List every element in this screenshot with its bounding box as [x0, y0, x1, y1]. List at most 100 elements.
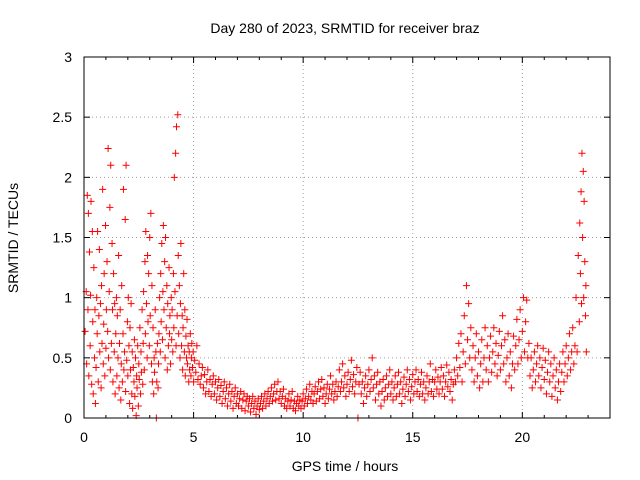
data-point	[112, 294, 120, 302]
data-point	[478, 336, 486, 344]
data-point	[351, 390, 359, 398]
data-point	[167, 294, 175, 302]
data-point	[165, 264, 173, 272]
data-point	[542, 390, 550, 398]
data-point	[528, 384, 536, 392]
data-point	[574, 252, 582, 260]
data-point	[299, 390, 307, 398]
data-point	[95, 312, 103, 320]
data-point	[148, 282, 156, 290]
data-point	[368, 354, 376, 362]
data-point	[361, 384, 369, 392]
data-point	[247, 408, 255, 416]
data-point	[192, 368, 200, 376]
data-point	[222, 384, 230, 392]
data-point	[335, 366, 343, 374]
data-point	[172, 149, 180, 157]
data-point	[168, 336, 176, 344]
data-point	[186, 330, 194, 338]
data-point	[422, 384, 430, 392]
y-tick-label: 1	[64, 290, 72, 306]
data-point	[445, 368, 453, 376]
data-point	[179, 366, 187, 374]
data-point	[157, 318, 165, 326]
data-point	[84, 209, 92, 217]
data-point	[124, 294, 132, 302]
data-point	[86, 342, 94, 350]
data-point	[510, 332, 518, 340]
data-point	[405, 375, 413, 383]
data-point	[513, 315, 521, 323]
data-point	[346, 375, 354, 383]
data-point	[89, 318, 97, 326]
data-point	[527, 354, 535, 362]
data-point	[413, 388, 421, 396]
data-point	[371, 396, 379, 404]
data-point	[470, 378, 478, 386]
data-point	[477, 360, 485, 368]
data-point	[378, 388, 386, 396]
data-point	[135, 375, 143, 383]
data-point	[160, 306, 168, 314]
data-point	[141, 258, 149, 266]
data-point	[112, 330, 120, 338]
data-point	[465, 300, 473, 308]
data-point	[199, 384, 207, 392]
data-point	[439, 372, 447, 380]
data-point	[143, 354, 151, 362]
data-point	[552, 366, 560, 374]
data-point	[153, 339, 161, 347]
data-point	[502, 378, 510, 386]
data-point	[206, 375, 214, 383]
data-point	[563, 372, 571, 380]
data-point	[106, 366, 114, 374]
data-point	[447, 375, 455, 383]
data-point	[403, 366, 411, 374]
data-point	[390, 384, 398, 392]
data-point	[492, 339, 500, 347]
data-point	[191, 356, 199, 364]
data-point	[461, 360, 469, 368]
data-point	[239, 396, 247, 404]
data-point	[163, 282, 171, 290]
data-point	[133, 372, 141, 380]
data-point	[216, 392, 224, 400]
data-point	[548, 392, 556, 400]
data-point	[515, 336, 523, 344]
data-point	[526, 372, 534, 380]
x-tick-label: 15	[405, 429, 421, 445]
data-point	[294, 392, 302, 400]
data-point	[347, 356, 355, 364]
data-point	[536, 354, 544, 362]
data-point	[317, 385, 325, 393]
data-point	[434, 373, 442, 381]
data-point	[137, 390, 145, 398]
data-point	[268, 397, 276, 405]
data-point	[127, 300, 135, 308]
data-point	[142, 227, 150, 235]
data-point	[126, 400, 134, 408]
data-point	[469, 342, 477, 350]
data-point	[119, 185, 127, 193]
data-point	[330, 396, 338, 404]
data-point	[101, 372, 109, 380]
data-point	[178, 342, 186, 350]
data-point	[99, 360, 107, 368]
data-point	[105, 354, 113, 362]
data-point	[179, 324, 187, 332]
data-point	[147, 209, 155, 217]
data-point	[348, 383, 356, 391]
data-point	[97, 384, 105, 392]
data-point	[459, 348, 467, 356]
data-point	[267, 384, 275, 392]
data-point	[537, 384, 545, 392]
data-point	[158, 240, 166, 248]
data-point	[96, 348, 104, 356]
data-point	[170, 173, 178, 181]
axis-ticks: 0 5 10 15 20 0 0.5 1 1.5 2 2.5 3	[53, 49, 611, 445]
data-point	[108, 306, 116, 314]
data-point	[134, 342, 142, 350]
data-point	[134, 402, 142, 410]
data-point	[386, 366, 394, 374]
data-point	[175, 330, 183, 338]
